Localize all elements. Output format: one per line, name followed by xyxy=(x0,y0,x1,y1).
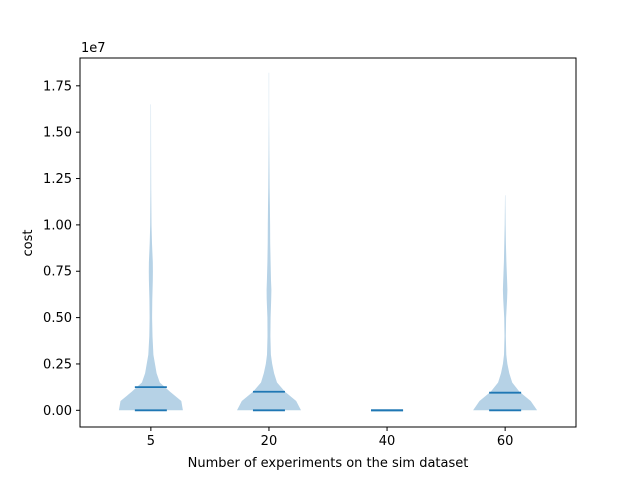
axes-layer xyxy=(79,57,577,428)
violin-body-5 xyxy=(118,104,183,411)
y-tick-label-0.50: 0.50 xyxy=(43,311,72,326)
violins-layer xyxy=(118,72,538,411)
y-tick-label-1.25: 1.25 xyxy=(43,172,72,187)
y-tick-label-0.25: 0.25 xyxy=(43,357,72,372)
violin-body-60 xyxy=(473,195,538,411)
x-tick-label-20: 20 xyxy=(261,434,278,449)
violin-body-20 xyxy=(237,72,301,411)
plot-frame xyxy=(79,57,577,428)
x-tick-label-40: 40 xyxy=(379,434,396,449)
x-tick-label-5: 5 xyxy=(147,434,155,449)
y-axis-label: cost xyxy=(21,230,36,257)
y-scale-label: 1e7 xyxy=(81,41,106,56)
y-tick-label-1.50: 1.50 xyxy=(43,126,72,141)
y-ticks: 0.00 0.25 0.50 0.75 1.00 1.25 1.50 1.75 xyxy=(43,79,80,419)
y-tick-label-1.75: 1.75 xyxy=(43,79,72,94)
x-ticks: 5 20 40 60 xyxy=(147,427,514,449)
x-tick-label-60: 60 xyxy=(497,434,514,449)
x-axis-label: Number of experiments on the sim dataset xyxy=(188,456,469,471)
y-tick-label-1.00: 1.00 xyxy=(43,218,72,233)
y-tick-label-0.00: 0.00 xyxy=(43,404,72,419)
means-layer xyxy=(134,386,522,412)
y-tick-label-0.75: 0.75 xyxy=(43,265,72,280)
